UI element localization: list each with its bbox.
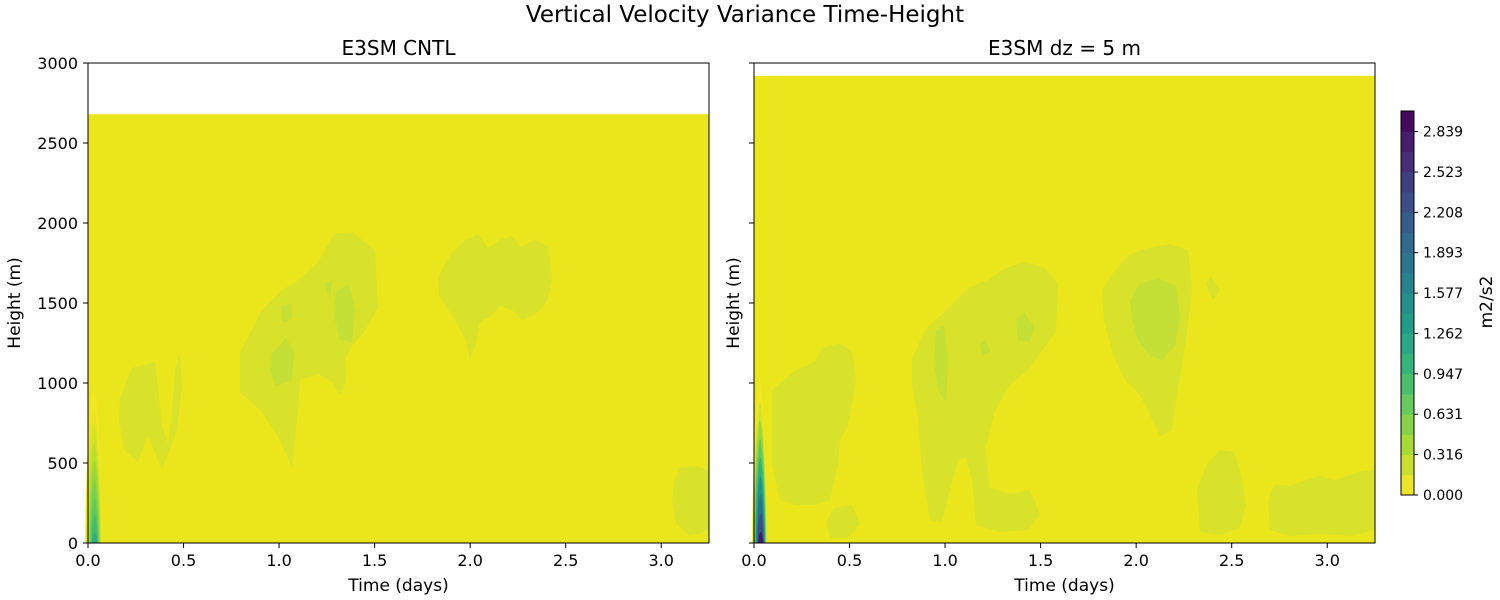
x-tick-label: 0.5 <box>837 551 862 570</box>
colorbar-tick-label: 0.316 <box>1423 448 1463 464</box>
x-tick-label: 1.5 <box>362 551 387 570</box>
contour-late-2.5d <box>1197 450 1246 535</box>
contour-core-1.1d <box>270 338 294 386</box>
spike-level-8 <box>92 532 98 543</box>
y-tick-label: 0 <box>68 534 78 553</box>
x-tick-label: 2.0 <box>457 551 482 570</box>
colorbar-level <box>1401 252 1414 274</box>
colorbar-level <box>1401 454 1414 476</box>
colorbar-frame <box>1400 110 1415 496</box>
y-tick-label: 1500 <box>37 294 78 313</box>
colorbar-level <box>1401 474 1414 496</box>
y-tick-label: 1000 <box>37 374 78 393</box>
spike-level-8 <box>758 531 763 543</box>
x-tick-label: 0.0 <box>75 551 100 570</box>
x-tick-label: 3.0 <box>1315 551 1340 570</box>
x-axis-label: Time (days) <box>347 576 448 596</box>
x-tick-label: 2.0 <box>1123 551 1148 570</box>
colorbar-tick-label: 0.947 <box>1423 367 1463 383</box>
colorbar-label: m2/s2 <box>1477 276 1497 329</box>
panels: 0.0 0.5 1.0 1.5 2.0 2.5 3.0 0 500 1000 1500 2000 250… <box>5 36 1376 596</box>
colorbar-tick-label: 2.208 <box>1423 205 1463 221</box>
x-tick-label: 0.5 <box>171 551 196 570</box>
contour-cloud-layer-2.1d <box>438 234 552 360</box>
colorbar-level <box>1401 272 1414 294</box>
panel-title: E3SM CNTL <box>342 36 457 60</box>
y-axis-label: Height (m) <box>724 257 744 348</box>
contour-late-3.0d <box>1268 470 1375 536</box>
x-tick-label: 2.5 <box>553 551 578 570</box>
contour-core-1.1d <box>281 303 292 323</box>
panel-2: 0.0 0.5 1.0 1.5 2.0 2.5 3.0 E3SM dz = 5 m Time (… <box>724 36 1376 596</box>
x-tick-label: 1.0 <box>266 551 291 570</box>
colorbar-level <box>1401 313 1414 334</box>
colorbar-level <box>1401 131 1414 152</box>
contour-core-1.35d <box>980 340 990 356</box>
field-background <box>88 114 709 543</box>
colorbar-tick-label: 0.000 <box>1423 488 1463 504</box>
colorbar-level <box>1401 171 1414 193</box>
colorbar-level <box>1401 393 1414 415</box>
figure-title: Vertical Velocity Variance Time-Height <box>526 2 964 28</box>
colorbar-tick-label: 1.577 <box>1423 286 1463 302</box>
colorbar-level <box>1401 333 1414 355</box>
contour-core-1.35d <box>1016 312 1034 342</box>
x-tick-label: 2.5 <box>1219 551 1244 570</box>
colorbar-tick-label: 2.523 <box>1423 165 1463 181</box>
y-tick-label: 500 <box>47 454 78 473</box>
x-tick-label: 1.0 <box>932 551 957 570</box>
colorbar-level <box>1401 151 1414 173</box>
colorbar-level <box>1401 434 1414 456</box>
colorbar-level <box>1401 292 1414 314</box>
contour-late-surface <box>672 466 709 536</box>
x-tick-label: 1.5 <box>1028 551 1053 570</box>
colorbar-tick-label: 2.839 <box>1423 125 1463 141</box>
panel-1: 0.0 0.5 1.0 1.5 2.0 2.5 3.0 0 500 1000 1500 2000 250… <box>5 36 710 596</box>
x-tick-label: 3.0 <box>649 551 674 570</box>
colorbar-level <box>1401 373 1414 395</box>
colorbar-level <box>1401 232 1414 253</box>
colorbar-level <box>1401 414 1414 435</box>
y-tick-label: 2500 <box>37 134 78 153</box>
contour-cloud-layer-0.4d <box>772 343 856 505</box>
field-background <box>754 75 1375 544</box>
y-axis-label: Height (m) <box>5 257 25 348</box>
colorbar-tick-label: 0.631 <box>1423 407 1463 423</box>
contour-late-2.5d <box>1205 276 1220 300</box>
contour-core-1.35d <box>334 284 355 342</box>
contour-core-2.1d <box>1130 278 1180 360</box>
x-tick-label: 0.0 <box>741 551 766 570</box>
y-tick-label: 3000 <box>37 54 78 73</box>
colorbar-level <box>1401 212 1414 233</box>
colorbar-level <box>1401 191 1414 213</box>
x-axis-label: Time (days) <box>1013 576 1114 596</box>
panel-title: E3SM dz = 5 m <box>988 36 1141 60</box>
colorbar-tick-label: 1.893 <box>1423 246 1463 262</box>
contour-core-1.35d <box>324 280 332 298</box>
colorbar: 0.000 0.316 0.631 0.947 1.262 1.577 1.893 2.208… <box>1400 110 1497 504</box>
contour-core-1.1d <box>934 326 948 402</box>
contour-low-blob-0.4d <box>826 505 860 538</box>
colorbar-level <box>1401 111 1414 132</box>
colorbar-level <box>1401 353 1414 375</box>
colorbar-tick-label: 1.262 <box>1423 326 1463 342</box>
contour-cloud-layer-0.3d <box>119 352 182 470</box>
y-tick-label: 2000 <box>37 214 78 233</box>
